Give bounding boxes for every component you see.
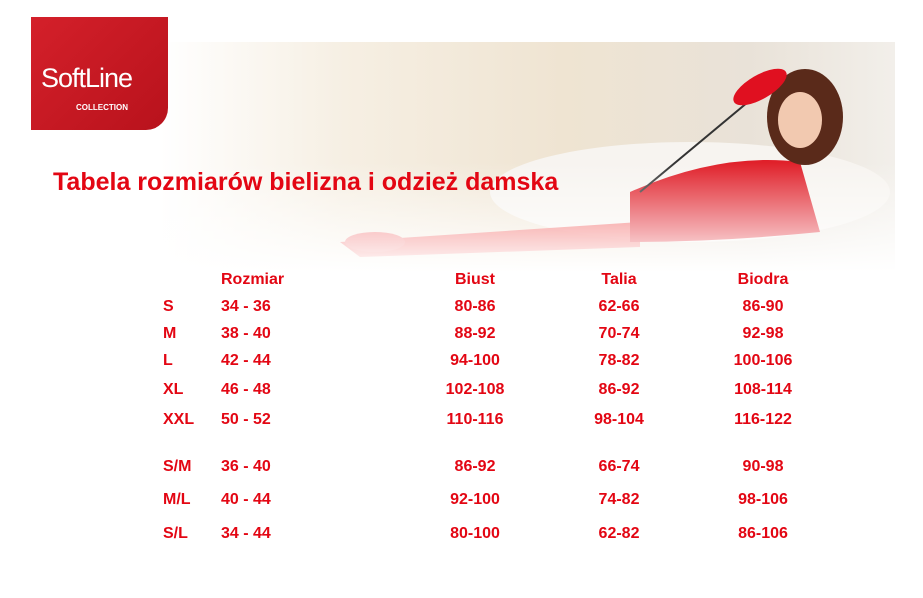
header-talia: Talia: [601, 271, 637, 288]
cell-talia: 70-74: [598, 325, 640, 342]
cell-biodra: 108-114: [734, 381, 792, 398]
cell-talia: 78-82: [598, 352, 640, 369]
cell-eu: 34 - 36: [221, 298, 271, 315]
header-rozmiar: Rozmiar: [221, 271, 285, 288]
model-illustration: [340, 68, 890, 257]
cell-biust: 92-100: [450, 491, 500, 508]
cell-size: M/L: [163, 491, 191, 508]
cell-biust: 86-92: [454, 458, 496, 475]
cell-talia: 62-82: [598, 525, 640, 542]
cell-talia: 62-66: [598, 298, 640, 315]
cell-biust: 80-100: [450, 525, 500, 542]
cell-biust: 102-108: [445, 381, 505, 398]
cell-biodra: 100-106: [733, 352, 793, 369]
cell-biust: 80-86: [454, 298, 496, 315]
cell-biodra: 98-106: [738, 491, 788, 508]
cell-biodra: 86-90: [742, 298, 784, 315]
banner-photo: [160, 42, 895, 272]
cell-size: S/L: [163, 525, 188, 542]
cell-eu: 42 - 44: [221, 352, 271, 369]
cell-talia: 86-92: [598, 381, 640, 398]
logo-sub: COLLECTION: [76, 103, 128, 112]
cell-biust: 110-116: [446, 411, 504, 428]
cell-talia: 66-74: [598, 458, 640, 475]
header-biust: Biust: [455, 271, 495, 288]
cell-size: XL: [163, 381, 184, 398]
cell-size: S/M: [163, 458, 192, 475]
cell-size: S: [163, 298, 174, 315]
cell-biodra: 92-98: [742, 325, 784, 342]
cell-eu: 34 - 44: [221, 525, 271, 542]
cell-size: L: [163, 352, 173, 369]
cell-biodra: 90-98: [742, 458, 784, 475]
cell-eu: 38 - 40: [221, 325, 271, 342]
cell-biust: 94-100: [450, 352, 500, 369]
logo-brand: SoftLine: [41, 63, 133, 93]
cell-biust: 88-92: [454, 325, 496, 342]
cell-talia: 98-104: [594, 411, 644, 428]
cell-eu: 50 - 52: [221, 411, 271, 428]
cell-eu: 46 - 48: [221, 381, 271, 398]
cell-biodra: 116-122: [734, 411, 792, 428]
cell-size: M: [163, 325, 177, 342]
header-biodra: Biodra: [737, 271, 789, 288]
softline-logo: SoftLine COLLECTION: [31, 17, 168, 130]
cell-eu: 36 - 40: [221, 458, 271, 475]
cell-talia: 74-82: [598, 491, 640, 508]
cell-biodra: 86-106: [738, 525, 788, 542]
page-title: Tabela rozmiarów bielizna i odzież damsk…: [53, 168, 559, 196]
cell-eu: 40 - 44: [221, 491, 271, 508]
cell-size: XXL: [163, 411, 195, 428]
